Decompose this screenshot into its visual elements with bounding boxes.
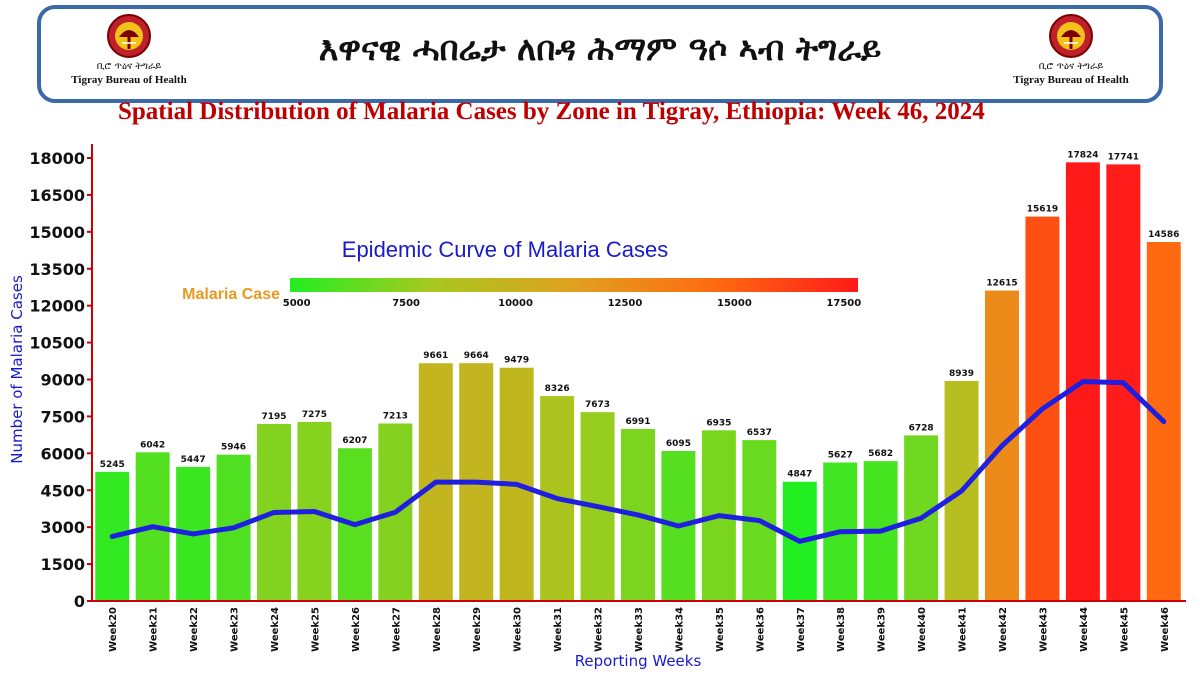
- x-tick-label: Week39: [877, 607, 888, 652]
- bar-value-label: 5245: [100, 460, 125, 470]
- x-tick-label: Week26: [351, 607, 362, 652]
- colorbar-tick-label: 7500: [392, 298, 420, 309]
- bureau-logo-right: ቢሮ ጥዕና ትግራይ Tigray Bureau of Health: [991, 13, 1151, 86]
- x-tick-label: Week42: [998, 607, 1009, 652]
- y-tick-label: 3000: [40, 518, 85, 537]
- x-tick-label: Week34: [674, 607, 685, 652]
- bar-value-label: 9479: [504, 356, 529, 366]
- x-tick-label: Week27: [391, 607, 402, 652]
- y-tick-label: 4500: [40, 481, 85, 500]
- bar-value-label: 9661: [423, 351, 448, 361]
- y-tick-label: 1500: [40, 555, 85, 574]
- x-tick-label: Week37: [796, 607, 807, 652]
- epidemic-curve-line: [109, 379, 1167, 544]
- x-tick-label: Week28: [432, 607, 443, 652]
- bar-value-label: 14586: [1148, 230, 1179, 240]
- bar-value-label: 6991: [625, 417, 650, 427]
- y-axis-title: Number of Malaria Cases: [8, 275, 26, 464]
- bar-value-label: 7213: [383, 411, 408, 421]
- x-tick-label: Week20: [108, 607, 119, 652]
- x-tick-label: Week45: [1119, 607, 1130, 652]
- bar-value-label: 6042: [140, 440, 165, 450]
- bar-value-label: 6207: [342, 436, 367, 446]
- x-tick-label: Week43: [1038, 607, 1049, 652]
- x-tick-label: Week24: [270, 607, 281, 652]
- logo-amharic-text: ቢሮ ጥዕና ትግራይ: [1038, 61, 1104, 72]
- x-tick-label: Week21: [149, 607, 160, 652]
- y-tick-label: 9000: [40, 371, 85, 390]
- bar-value-label: 12615: [986, 279, 1017, 289]
- y-tick-label: 15000: [29, 223, 85, 242]
- x-tick-label: Week38: [836, 607, 847, 652]
- bar-value-label: 5946: [221, 443, 246, 453]
- colorbar-tick-label: 5000: [283, 298, 311, 309]
- colorbar-label: Malaria Case: [182, 286, 280, 303]
- x-tick-label: Week29: [472, 607, 483, 652]
- x-tick-label: Week22: [189, 607, 200, 652]
- bar-value-label: 6728: [909, 423, 934, 433]
- x-tick-label: Week25: [310, 607, 321, 652]
- x-tick-label: Week46: [1160, 607, 1171, 652]
- x-tick-label: Week36: [755, 607, 766, 652]
- bureau-emblem-icon: [107, 14, 151, 58]
- bar-value-label: 17741: [1108, 152, 1139, 162]
- y-tick-label: 12000: [29, 297, 85, 316]
- colorbar-tick-label: 10000: [498, 298, 533, 309]
- x-axis-title: Reporting Weeks: [575, 652, 702, 670]
- y-tick-label: 10500: [29, 334, 85, 353]
- colorbar: [290, 278, 858, 292]
- bar-value-label: 5627: [828, 451, 853, 461]
- y-tick-label: 0: [74, 592, 85, 611]
- y-tick-label: 7500: [40, 407, 85, 426]
- bar-value-label: 6935: [706, 418, 731, 428]
- colorbar-tick-label: 12500: [608, 298, 643, 309]
- bar-value-label: 7673: [585, 400, 610, 410]
- chart-subtitle: Epidemic Curve of Malaria Cases: [342, 237, 668, 262]
- x-tick-label: Week35: [715, 607, 726, 652]
- bar-value-label: 5682: [868, 449, 893, 459]
- bar-value-label: 4847: [787, 470, 812, 480]
- header-banner: ቢሮ ጥዕና ትግራይ Tigray Bureau of Health እዋናዊ…: [37, 5, 1163, 103]
- colorbar-tick-label: 15000: [717, 298, 752, 309]
- bar-value-label: 5447: [181, 455, 206, 465]
- y-tick-label: 18000: [29, 149, 85, 168]
- colorbar-tick-label: 17500: [826, 298, 861, 309]
- bar-value-label: 15619: [1027, 205, 1058, 215]
- logo-english-text: Tigray Bureau of Health: [1013, 74, 1129, 86]
- banner-title: እዋናዊ ሓበሬታ ለበዳ ሕማም ዓሶ ኣብ ትግራይ: [318, 29, 882, 68]
- bar-value-label: 7275: [302, 410, 327, 420]
- bar-value-label: 6537: [747, 428, 772, 438]
- x-tick-label: Week31: [553, 607, 564, 652]
- y-tick-label: 13500: [29, 260, 85, 279]
- y-tick-label: 6000: [40, 444, 85, 463]
- logo-amharic-text: ቢሮ ጥዕና ትግራይ: [96, 61, 162, 72]
- bar-value-label: 7195: [261, 412, 286, 422]
- bureau-logo-left: ቢሮ ጥዕና ትግራይ Tigray Bureau of Health: [49, 13, 209, 86]
- y-tick-label: 16500: [29, 186, 85, 205]
- chart-title: Spatial Distribution of Malaria Cases by…: [118, 98, 985, 125]
- bar-value-label: 8326: [545, 384, 570, 394]
- bureau-emblem-icon: [1049, 14, 1093, 58]
- x-tick-label: Week41: [958, 607, 969, 652]
- x-tick-label: Week30: [513, 607, 524, 652]
- bar-value-label: 9664: [464, 351, 489, 361]
- x-tick-label: Week32: [594, 607, 605, 652]
- x-tick-label: Week23: [230, 607, 241, 652]
- x-tick-label: Week33: [634, 607, 645, 652]
- logo-english-text: Tigray Bureau of Health: [71, 74, 187, 86]
- bar-value-label: 6095: [666, 439, 691, 449]
- x-tick-label: Week40: [917, 607, 928, 652]
- x-tick-label: Week44: [1079, 607, 1090, 652]
- bar-value-label: 8939: [949, 369, 974, 379]
- bar-value-label: 17824: [1067, 150, 1098, 160]
